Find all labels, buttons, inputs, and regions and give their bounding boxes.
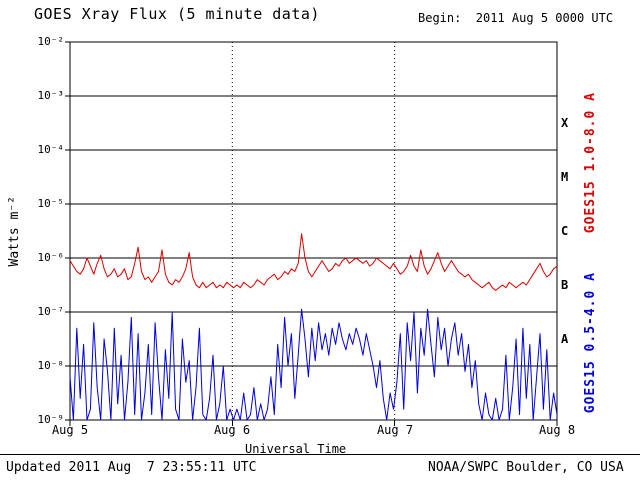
y-tick-label: 10⁻³	[37, 89, 65, 102]
source-attribution: NOAA/SWPC Boulder, CO USA	[428, 460, 624, 475]
series-line-short-wavelength	[69, 308, 558, 421]
flare-class-x: X	[561, 116, 569, 130]
y-tick-label: 10⁻⁸	[37, 359, 65, 372]
y-tick-label: 10⁻⁷	[37, 305, 65, 318]
y-tick-label: 10⁻⁵	[37, 197, 65, 210]
y-tick-label: 10⁻⁶	[37, 251, 65, 264]
series-line-long-wavelength	[69, 233, 558, 291]
blue-series-label: GOES15 0.5-4.0 A	[583, 272, 598, 414]
y-tick-label: 10⁻²	[37, 35, 65, 48]
day-boundary-gridlines	[231, 42, 396, 420]
footer-divider	[0, 454, 640, 455]
x-axis-label: Universal Time	[245, 442, 347, 456]
x-tick-label: Aug 6	[213, 423, 251, 437]
flare-class-b: B	[561, 278, 569, 292]
x-tick-label: Aug 7	[376, 423, 414, 437]
x-tick-label: Aug 5	[51, 423, 89, 437]
red-series-label: GOES15 1.0-8.0 A	[583, 92, 598, 234]
flare-class-a: A	[561, 332, 569, 346]
axis-tick-marks	[65, 41, 558, 426]
flare-class-c: C	[561, 224, 569, 238]
plot-border	[69, 41, 558, 421]
y-tick-label: 10⁻⁴	[37, 143, 65, 156]
chart-title: GOES Xray Flux (5 minute data)	[34, 5, 320, 23]
horizontal-gridlines	[70, 41, 557, 421]
flare-class-m: M	[561, 170, 569, 184]
y-tick-label: 10⁻⁹	[37, 413, 65, 426]
begin-time-label: Begin: 2011 Aug 5 0000 UTC	[418, 11, 614, 25]
updated-timestamp: Updated 2011 Aug 7 23:55:11 UTC	[6, 460, 257, 475]
x-tick-label: Aug 8	[538, 423, 576, 437]
